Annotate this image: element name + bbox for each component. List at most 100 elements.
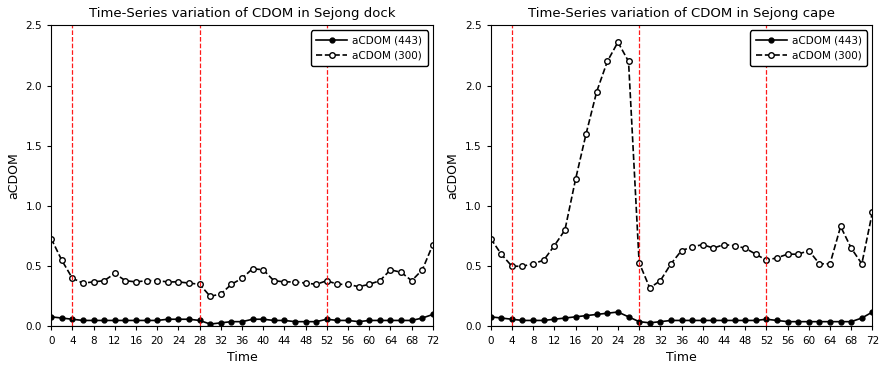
- aCDOM (300): [57, 258, 67, 262]
- aCDOM (300): [761, 258, 772, 262]
- aCDOM (300): [782, 252, 793, 256]
- aCDOM (300): [396, 270, 407, 275]
- aCDOM (443): [655, 319, 665, 324]
- aCDOM (300): [407, 279, 417, 283]
- aCDOM (443): [560, 316, 571, 320]
- aCDOM (443): [110, 318, 120, 323]
- aCDOM (300): [612, 40, 623, 45]
- Y-axis label: aCDOM: aCDOM: [447, 152, 460, 199]
- aCDOM (443): [719, 318, 729, 323]
- aCDOM (443): [364, 318, 375, 323]
- aCDOM (443): [517, 318, 528, 323]
- aCDOM (300): [676, 248, 687, 253]
- aCDOM (443): [825, 319, 835, 324]
- aCDOM (300): [364, 282, 375, 286]
- aCDOM (443): [311, 319, 322, 324]
- aCDOM (300): [729, 243, 740, 248]
- aCDOM (443): [528, 318, 539, 323]
- aCDOM (300): [300, 281, 311, 285]
- aCDOM (443): [332, 318, 343, 323]
- aCDOM (443): [612, 310, 623, 314]
- aCDOM (443): [633, 319, 644, 324]
- aCDOM (300): [740, 246, 750, 250]
- aCDOM (300): [89, 280, 99, 284]
- aCDOM (443): [162, 317, 173, 321]
- aCDOM (300): [708, 246, 719, 250]
- aCDOM (443): [354, 319, 364, 324]
- Line: aCDOM (443): aCDOM (443): [49, 312, 435, 326]
- aCDOM (443): [428, 312, 439, 317]
- aCDOM (300): [507, 264, 517, 269]
- aCDOM (300): [268, 279, 279, 283]
- aCDOM (300): [539, 258, 549, 262]
- aCDOM (443): [697, 318, 708, 323]
- aCDOM (443): [772, 318, 782, 323]
- aCDOM (300): [697, 242, 708, 247]
- aCDOM (443): [300, 319, 311, 324]
- aCDOM (300): [375, 279, 385, 283]
- aCDOM (443): [793, 319, 804, 324]
- aCDOM (300): [549, 243, 560, 248]
- aCDOM (300): [528, 262, 539, 266]
- aCDOM (300): [194, 282, 205, 286]
- aCDOM (300): [237, 276, 247, 280]
- aCDOM (300): [417, 267, 428, 272]
- aCDOM (300): [857, 262, 867, 266]
- Line: aCDOM (300): aCDOM (300): [49, 236, 436, 299]
- aCDOM (443): [417, 316, 428, 320]
- Title: Time-Series variation of CDOM in Sejong cape: Time-Series variation of CDOM in Sejong …: [528, 7, 835, 20]
- aCDOM (443): [141, 318, 152, 323]
- aCDOM (443): [385, 318, 396, 323]
- aCDOM (443): [549, 317, 560, 321]
- aCDOM (443): [194, 318, 205, 323]
- aCDOM (443): [623, 315, 633, 319]
- aCDOM (443): [846, 319, 857, 324]
- aCDOM (300): [152, 279, 162, 283]
- aCDOM (443): [375, 318, 385, 323]
- aCDOM (443): [78, 318, 89, 323]
- aCDOM (443): [729, 318, 740, 323]
- aCDOM (300): [322, 279, 332, 283]
- aCDOM (443): [258, 317, 268, 321]
- aCDOM (443): [46, 315, 57, 319]
- X-axis label: Time: Time: [227, 351, 258, 364]
- aCDOM (443): [247, 317, 258, 321]
- aCDOM (443): [407, 318, 417, 323]
- aCDOM (300): [804, 248, 814, 253]
- aCDOM (300): [560, 228, 571, 232]
- aCDOM (443): [120, 318, 131, 323]
- aCDOM (443): [343, 318, 354, 323]
- aCDOM (300): [571, 177, 581, 182]
- aCDOM (443): [507, 317, 517, 321]
- aCDOM (443): [740, 318, 750, 323]
- aCDOM (300): [633, 260, 644, 265]
- aCDOM (300): [311, 282, 322, 286]
- aCDOM (443): [581, 313, 592, 318]
- Y-axis label: aCDOM: aCDOM: [7, 152, 20, 199]
- aCDOM (300): [793, 252, 804, 256]
- Line: aCDOM (443): aCDOM (443): [488, 309, 874, 325]
- aCDOM (300): [290, 280, 300, 284]
- aCDOM (300): [623, 59, 633, 64]
- aCDOM (443): [814, 319, 825, 324]
- aCDOM (300): [496, 252, 507, 256]
- aCDOM (443): [676, 318, 687, 323]
- aCDOM (443): [857, 316, 867, 320]
- aCDOM (443): [644, 321, 655, 325]
- aCDOM (443): [237, 319, 247, 324]
- aCDOM (300): [247, 266, 258, 271]
- aCDOM (300): [279, 280, 290, 284]
- aCDOM (443): [539, 318, 549, 323]
- aCDOM (300): [825, 262, 835, 266]
- aCDOM (300): [110, 271, 120, 276]
- aCDOM (300): [719, 242, 729, 247]
- Legend: aCDOM (443), aCDOM (300): aCDOM (443), aCDOM (300): [311, 30, 428, 66]
- aCDOM (443): [592, 312, 602, 317]
- aCDOM (300): [226, 282, 237, 286]
- aCDOM (443): [750, 318, 761, 323]
- aCDOM (300): [581, 131, 592, 136]
- aCDOM (443): [67, 317, 78, 321]
- aCDOM (300): [517, 264, 528, 269]
- aCDOM (443): [687, 318, 697, 323]
- Line: aCDOM (300): aCDOM (300): [488, 39, 875, 291]
